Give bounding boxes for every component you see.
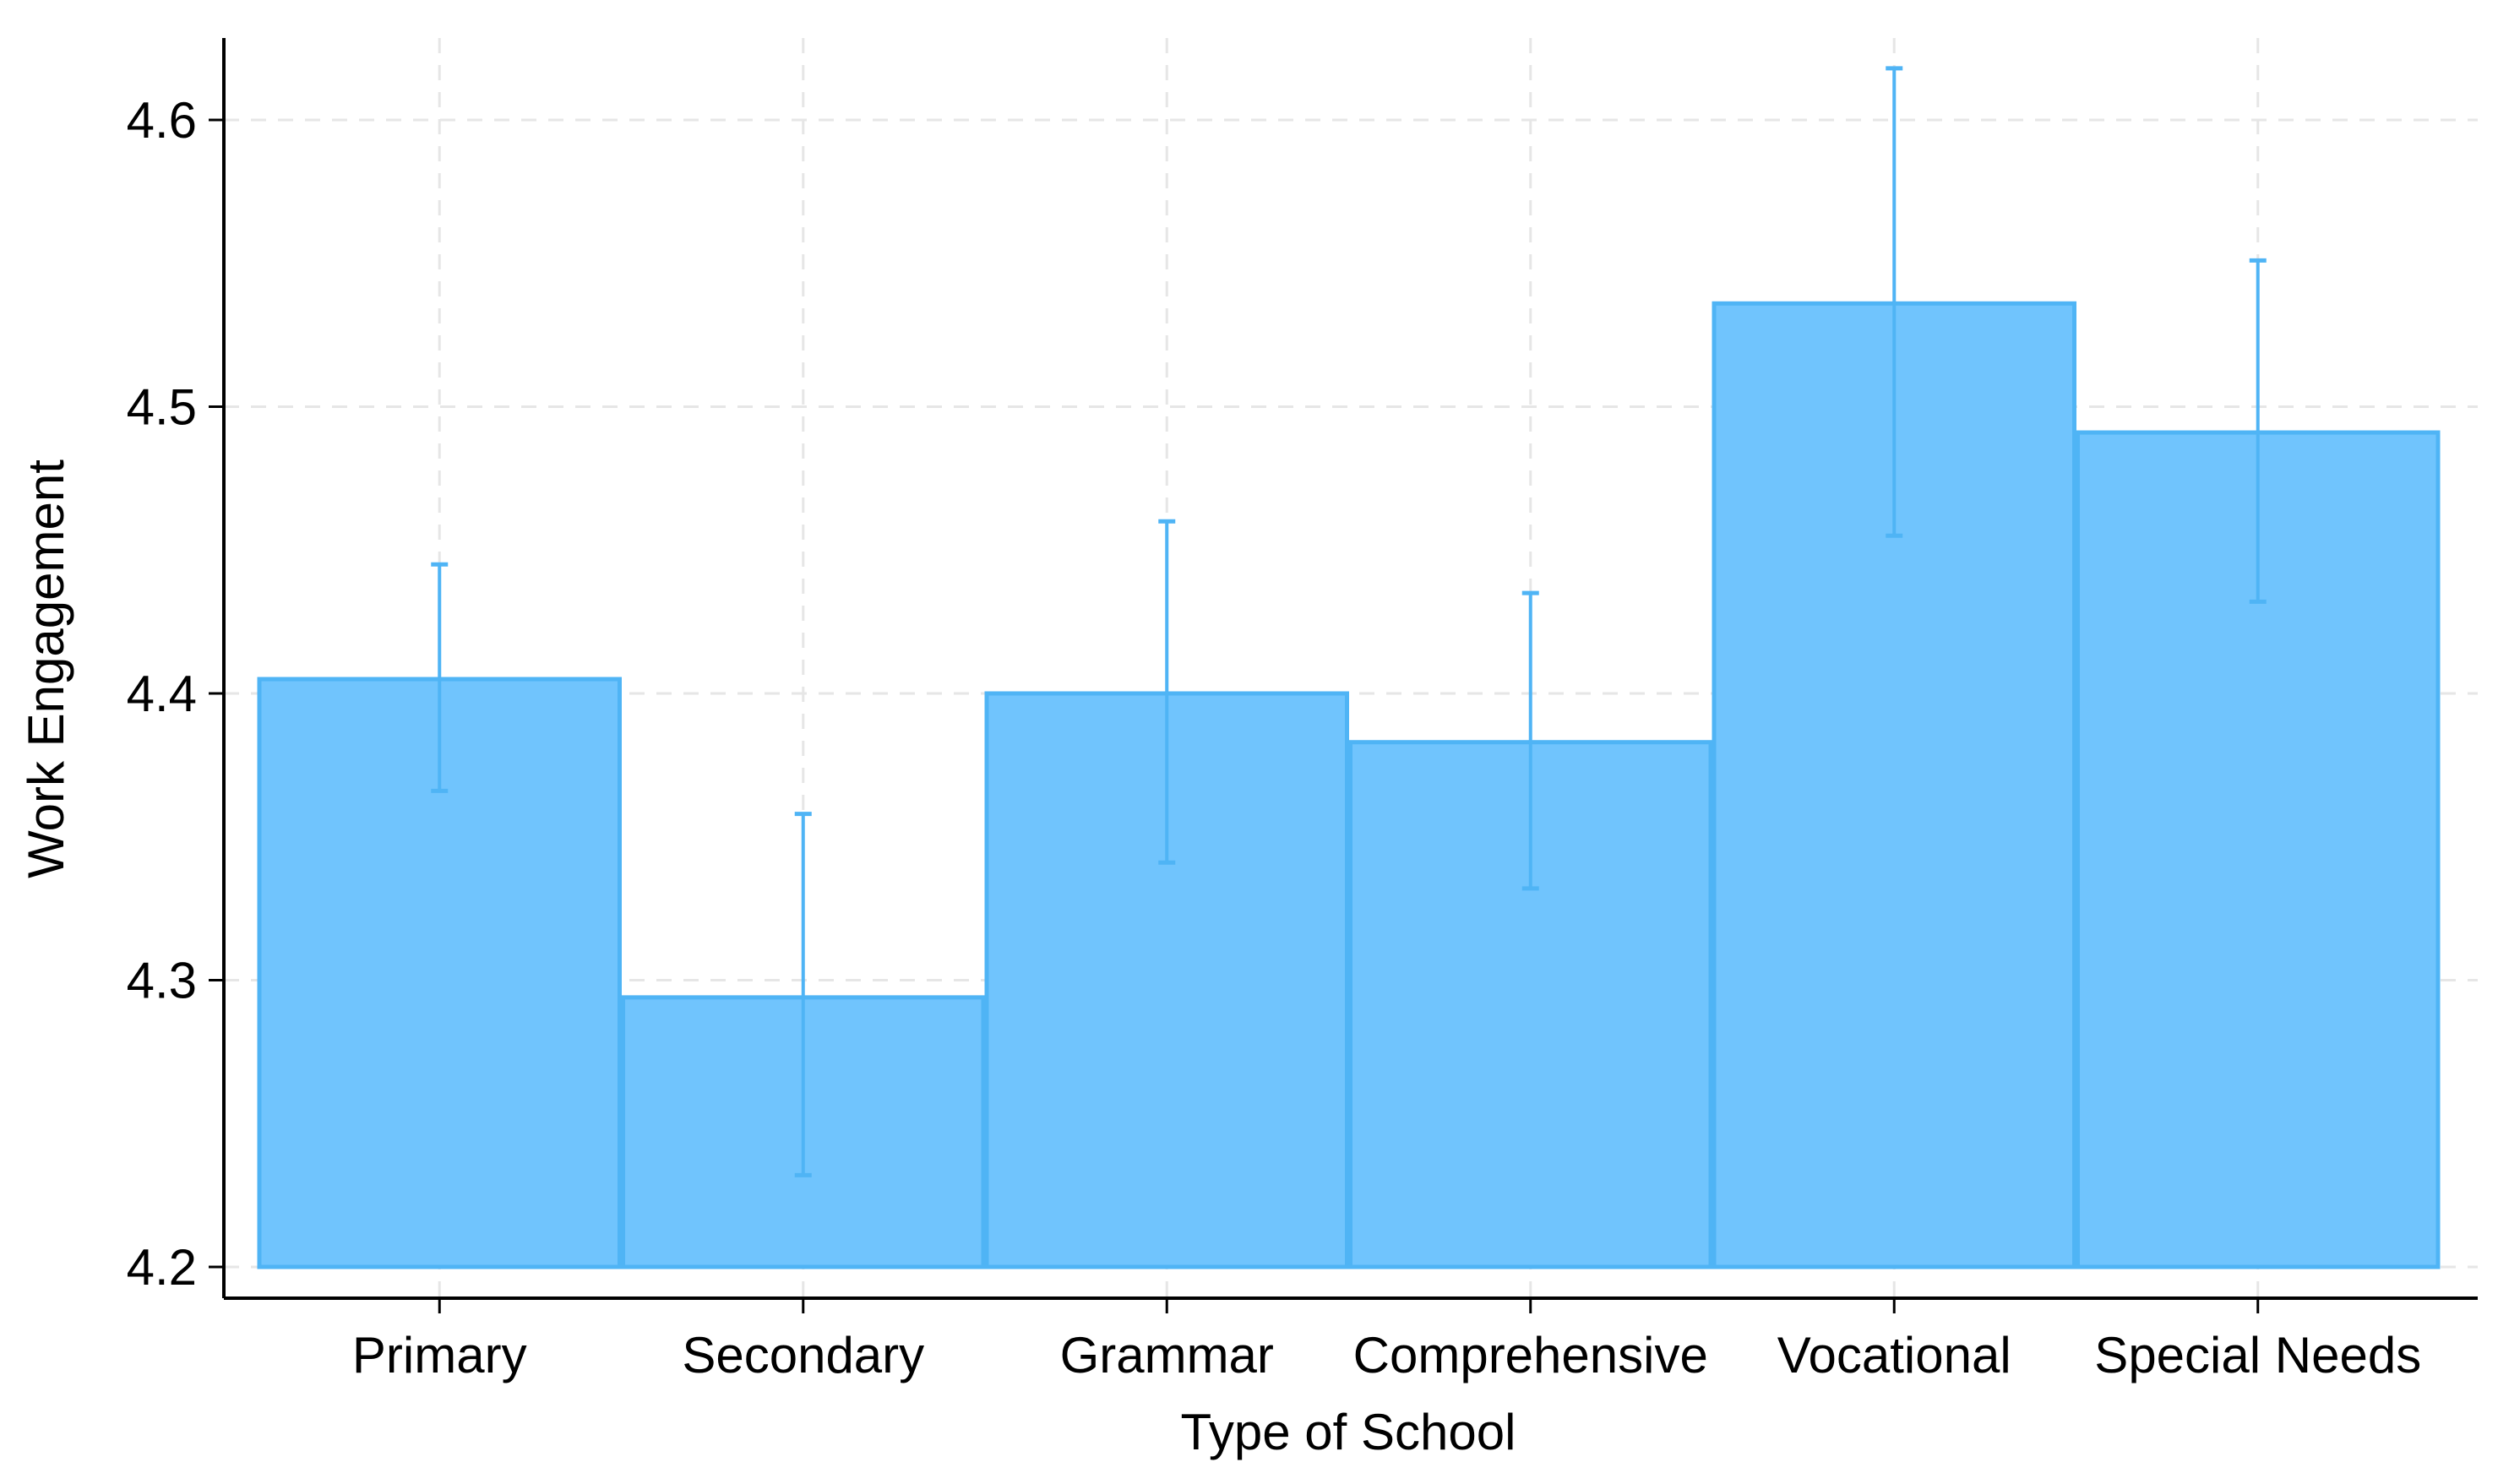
x-tick-label: Primary [352, 1327, 527, 1383]
axes [209, 38, 2478, 1313]
x-tick-label: Vocational [1777, 1327, 2011, 1383]
x-tick-label: Grammar [1060, 1327, 1274, 1383]
bar-vocational [1712, 301, 2076, 1269]
error-bar [2249, 258, 2267, 604]
error-bar [794, 812, 812, 1177]
y-tick-label: 4.6 [127, 92, 197, 149]
error-bar [1158, 519, 1176, 865]
y-tick-label: 4.2 [127, 1239, 197, 1296]
x-tick-label: Secondary [682, 1327, 924, 1383]
x-axis-title: Type of School [1181, 1404, 1516, 1460]
error-bar [1886, 66, 1903, 538]
x-tick-label: Comprehensive [1353, 1327, 1708, 1383]
x-tick-labels: Primary Secondary Grammar Comprehensive Voca… [352, 1327, 2421, 1383]
y-axis-title: Work Engagement [18, 459, 74, 878]
error-bar [1521, 590, 1539, 891]
x-tick-label: Special Needs [2094, 1327, 2421, 1383]
error-bars [431, 66, 2267, 1177]
bars [257, 301, 2441, 1269]
y-tick-labels: 4.2 4.3 4.4 4.5 4.6 [127, 92, 197, 1296]
error-bar [431, 562, 449, 793]
y-tick-label: 4.3 [127, 953, 197, 1009]
y-tick-label: 4.4 [127, 666, 197, 722]
y-tick-label: 4.5 [127, 379, 197, 436]
